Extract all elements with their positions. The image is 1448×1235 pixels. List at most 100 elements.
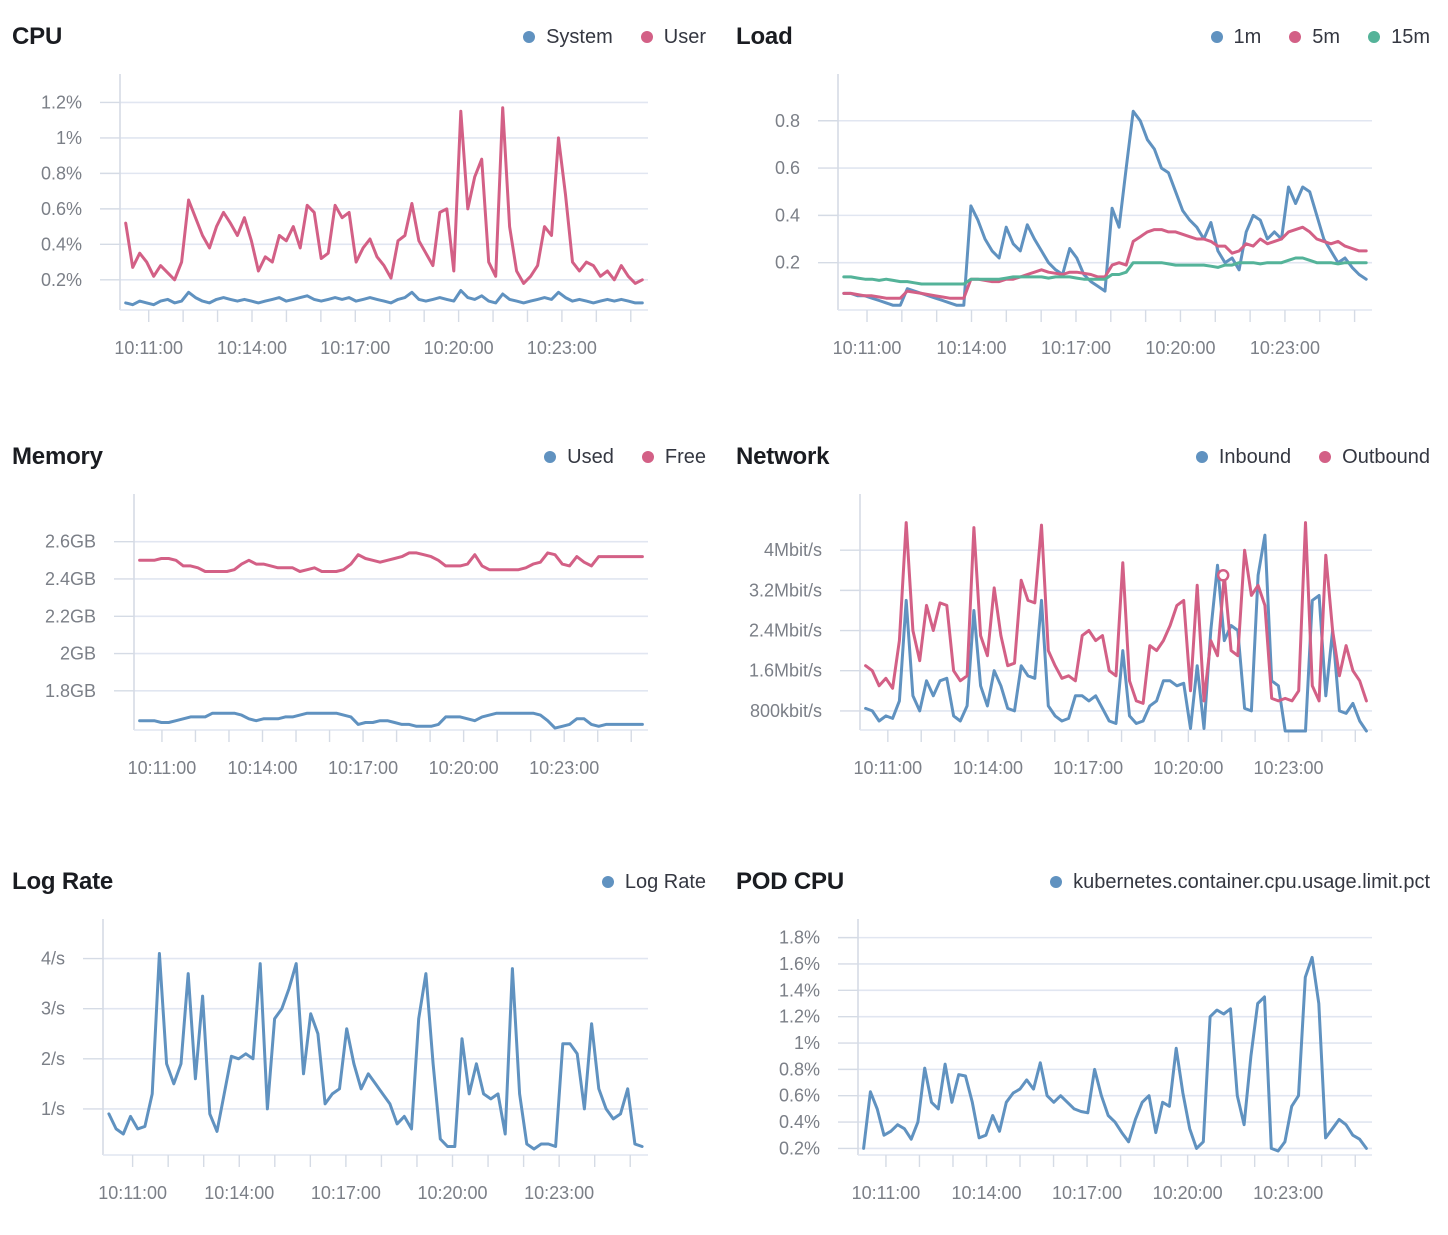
y-axis-tick-label: 2.2GB (45, 606, 96, 626)
legend-label: 5m (1312, 25, 1341, 48)
legend-label: Free (664, 445, 706, 468)
legend-item-outbound[interactable]: Outbound (1319, 446, 1430, 469)
x-axis-tick-label: 10:20:00 (417, 1183, 487, 1203)
y-axis-tick-label: 0.8% (41, 163, 82, 183)
chart-canvas-log-rate[interactable]: 1/s 2/s 3/s 4/s 10:11:00 10:14:00 10:17:00 10:2… (0, 905, 724, 1235)
y-axis-tick-label: 1.6Mbit/s (749, 661, 822, 681)
legend-label: 1m (1233, 25, 1262, 48)
y-axis-tick-label: 1.6% (779, 954, 820, 974)
x-axis-tick-label: 10:11:00 (833, 338, 902, 358)
chart-legend: System User (523, 26, 706, 49)
chart-canvas-cpu[interactable]: 0.2% 0.4% 0.6% 0.8% 1% 1.2% 10:11:00 10:14:00 10… (0, 60, 724, 390)
x-axis-tick-label: 10:20:00 (424, 338, 494, 358)
legend-item-user[interactable]: User (640, 26, 706, 49)
x-axis-tick-label: 10:20:00 (1145, 338, 1215, 358)
x-axis-tick-label: 10:23:00 (1253, 1183, 1323, 1203)
chart-legend: kubernetes.container.cpu.usage.limit.pct (1050, 871, 1430, 894)
chart-canvas-memory[interactable]: 1.8GB 2GB 2.2GB 2.4GB 2.6GB 10:11:00 10:14:00 1… (0, 480, 724, 810)
legend-dot-icon (1289, 31, 1302, 43)
chart-panel-cpu: CPU System User 0.2% 0.4% 0.6% 0.8% 1% 1.2% 10:… (0, 0, 724, 420)
x-axis-tick-label: 10:23:00 (529, 758, 599, 778)
series-line-free (138, 551, 644, 573)
series-line-5m (842, 225, 1368, 300)
x-axis-tick-label: 10:11:00 (852, 1183, 921, 1203)
series-line-15m (842, 256, 1368, 286)
chart-header: Log Rate Log Rate (10, 859, 708, 905)
x-axis-tick-label: 10:23:00 (524, 1183, 594, 1203)
chart-canvas-pod-cpu[interactable]: 0.2% 0.4% 0.6% 0.8% 1% 1.2% 1.4% 1.6% 1.8% 10:11:… (724, 905, 1448, 1235)
legend-item-inbound[interactable]: Inbound (1195, 445, 1292, 469)
chart-title-network: Network (736, 443, 830, 470)
y-axis-tick-label: 1/s (41, 1099, 65, 1119)
y-axis-tick-label: 2.6GB (45, 532, 96, 552)
x-axis-tick-label: 10:11:00 (114, 338, 183, 358)
y-axis-tick-label: 4/s (41, 949, 65, 969)
y-axis-tick-label: 800kbit/s (750, 701, 822, 721)
legend-label: Outbound (1342, 445, 1430, 468)
chart-legend: Log Rate (601, 870, 706, 894)
y-axis-tick-label: 0.4% (779, 1112, 820, 1132)
y-axis-tick-label: 0.4% (41, 234, 82, 254)
x-axis-tick-label: 10:11:00 (128, 758, 197, 778)
x-axis-tick-label: 10:17:00 (1052, 1183, 1122, 1203)
legend-item-free[interactable]: Free (641, 445, 706, 469)
legend-item-kubernetes-container-cpu-usage-limit-pct[interactable]: kubernetes.container.cpu.usage.limit.pct (1050, 871, 1430, 894)
x-axis-tick-label: 10:17:00 (1053, 758, 1123, 778)
chart-legend: Inbound Outbound (1195, 445, 1430, 469)
chart-panel-memory: Memory Used Free 1.8GB 2GB 2.2GB 2.4GB 2.6GB 1… (0, 420, 724, 845)
y-axis-tick-label: 1.8% (779, 928, 820, 948)
legend-item-1m[interactable]: 1m (1210, 25, 1262, 49)
chart-header: Load 1m 5m 15m (734, 14, 1432, 60)
legend-dot-icon (1368, 31, 1381, 43)
legend-item-5m[interactable]: 5m (1289, 26, 1340, 49)
chart-title-log-rate: Log Rate (12, 868, 114, 895)
x-axis-tick-label: 10:11:00 (98, 1183, 167, 1203)
legend-dot-icon (1050, 876, 1063, 888)
y-axis-tick-label: 1.2% (41, 92, 82, 112)
legend-item-log-rate[interactable]: Log Rate (601, 870, 706, 894)
y-axis-tick-label: 3/s (41, 999, 65, 1019)
y-axis-tick-label: 3.2Mbit/s (749, 580, 822, 600)
x-axis-tick-label: 10:17:00 (328, 758, 398, 778)
y-axis-tick-label: 2/s (41, 1049, 65, 1069)
legend-dot-icon (641, 451, 654, 463)
chart-header: Memory Used Free (10, 434, 708, 480)
chart-panel-network: Network Inbound Outbound 800kbit/s 1.6Mbit… (724, 420, 1448, 845)
x-axis-tick-label: 10:23:00 (1253, 758, 1323, 778)
x-axis-tick-label: 10:20:00 (1153, 1183, 1223, 1203)
series-line-user (124, 106, 644, 285)
chart-canvas-network[interactable]: 800kbit/s 1.6Mbit/s 2.4Mbit/s 3.2Mbit/s 4Mbi… (724, 480, 1448, 810)
x-axis-tick-label: 10:14:00 (936, 338, 1006, 358)
legend-label: Log Rate (624, 870, 706, 893)
legend-label: kubernetes.container.cpu.usage.limit.pct (1073, 870, 1430, 893)
series-line-1m (842, 109, 1368, 307)
chart-title-load: Load (736, 23, 793, 50)
legend-item-15m[interactable]: 15m (1368, 26, 1430, 49)
y-axis-tick-label: 2GB (60, 644, 96, 664)
y-axis-tick-label: 1.8GB (45, 681, 96, 701)
chart-canvas-load[interactable]: 0.2 0.4 0.6 0.8 10:11:00 10:14:00 10:17:00 10:2… (724, 60, 1448, 390)
x-axis-tick-label: 10:17:00 (311, 1183, 381, 1203)
legend-dot-icon (1210, 31, 1223, 43)
legend-item-used[interactable]: Used (544, 446, 614, 469)
x-axis-tick-label: 10:20:00 (1153, 758, 1223, 778)
series-line-system (124, 289, 644, 307)
y-axis-tick-label: 1.4% (779, 980, 820, 1000)
chart-header: Network Inbound Outbound (734, 434, 1432, 480)
legend-dot-icon (1319, 451, 1332, 463)
y-axis-tick-label: 0.2% (41, 270, 82, 290)
y-axis-tick-label: 2.4Mbit/s (749, 621, 822, 641)
y-axis-tick-label: 2.4GB (45, 569, 96, 589)
chart-panel-load: Load 1m 5m 15m 0.2 0.4 0.6 0.8 10:11:00 10:14:0… (724, 0, 1448, 420)
y-axis-tick-label: 1% (56, 128, 82, 148)
y-axis-tick-label: 0.6% (41, 199, 82, 219)
legend-dot-icon (544, 451, 557, 463)
y-axis-tick-label: 0.8% (779, 1059, 820, 1079)
x-axis-tick-label: 10:23:00 (527, 338, 597, 358)
x-axis-tick-label: 10:14:00 (217, 338, 287, 358)
legend-label: Inbound (1218, 445, 1292, 468)
legend-item-system[interactable]: System (523, 26, 613, 49)
chart-panel-pod-cpu: POD CPU kubernetes.container.cpu.usage.l… (724, 845, 1448, 1228)
x-axis-tick-label: 10:14:00 (951, 1183, 1021, 1203)
